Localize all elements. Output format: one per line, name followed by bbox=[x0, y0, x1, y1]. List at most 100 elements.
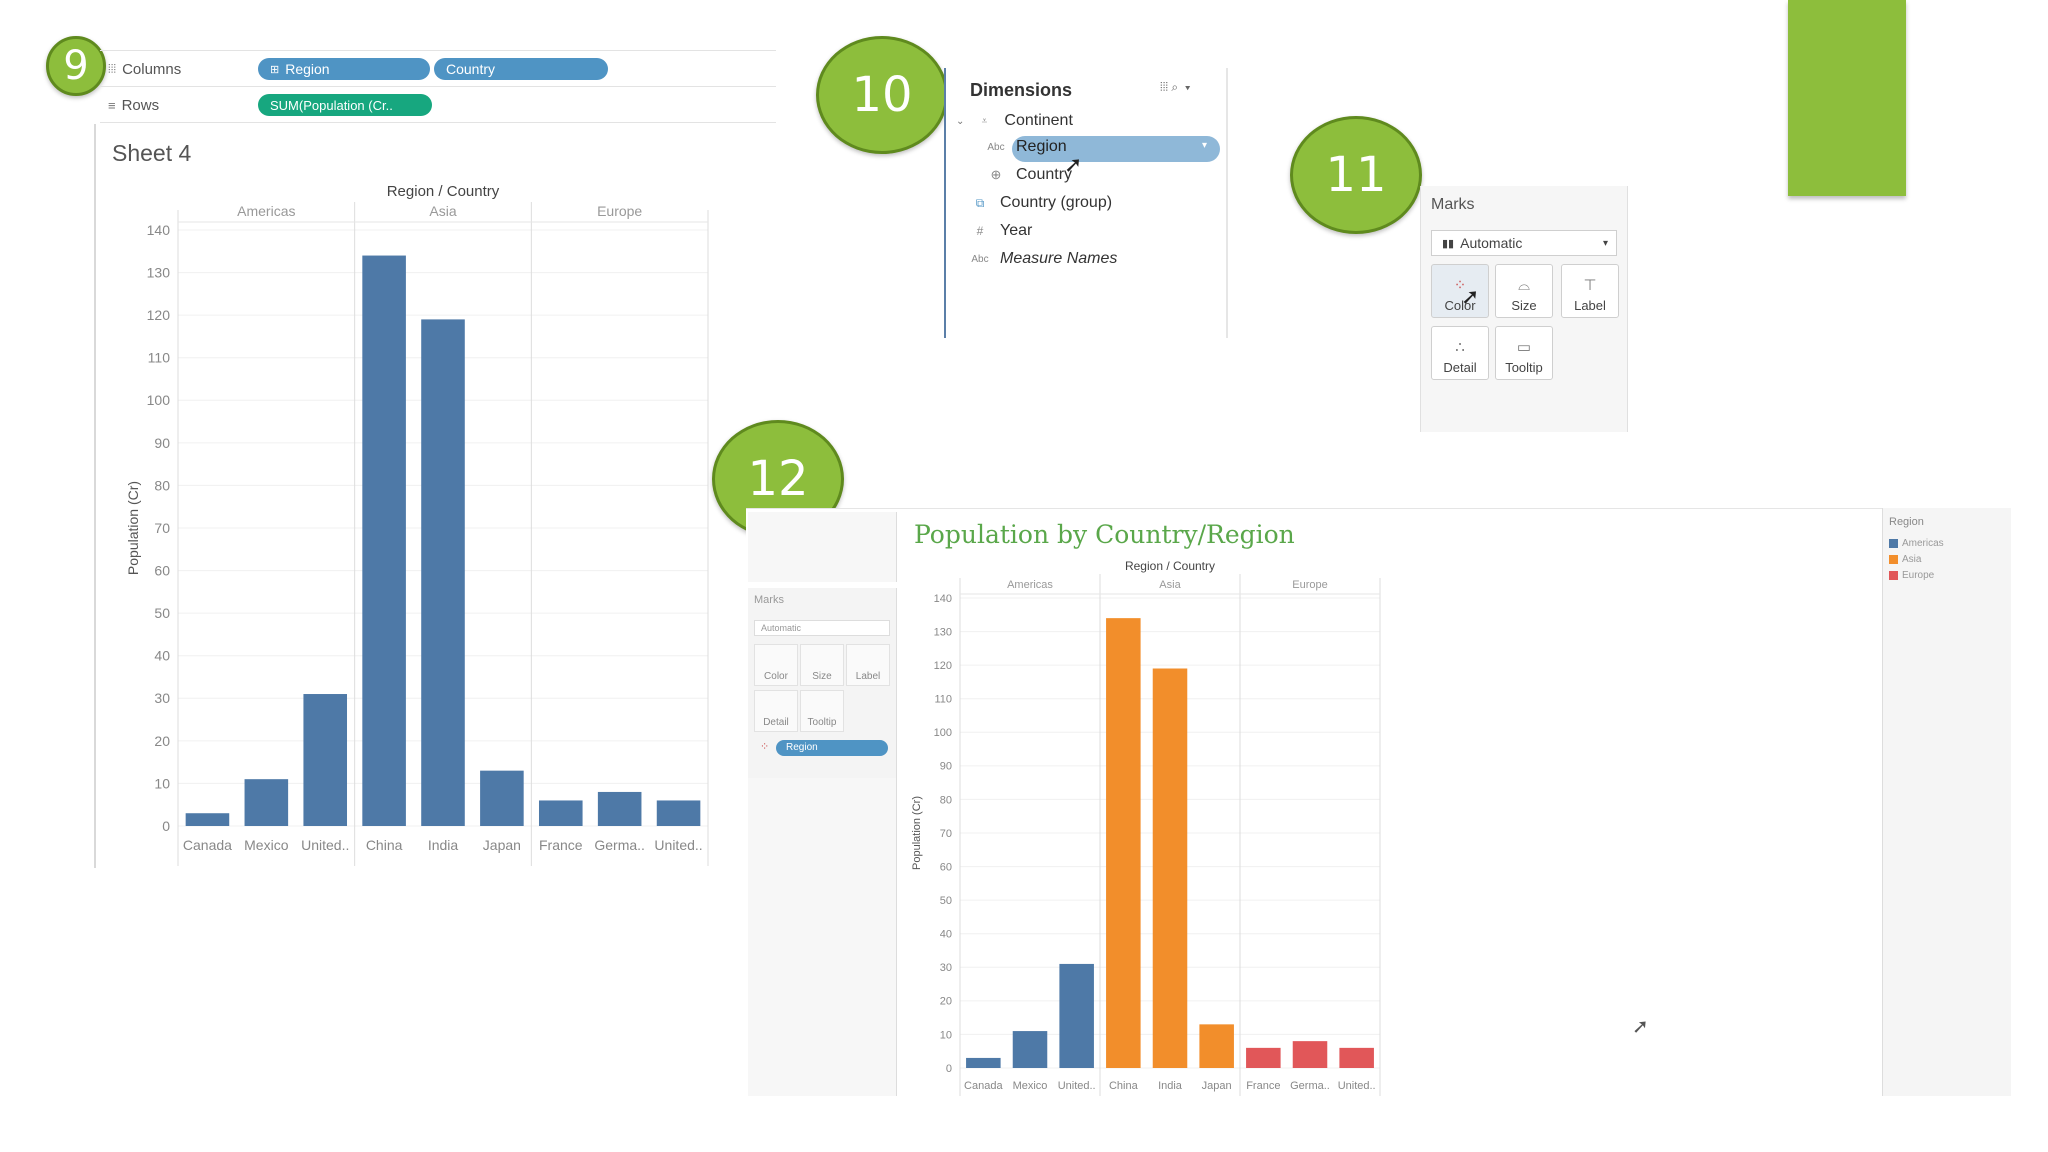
mouse-cursor-icon: ➚ bbox=[1064, 152, 1083, 177]
mouse-cursor-icon: ➚ bbox=[1632, 1016, 1649, 1038]
marks-title: Marks bbox=[1431, 196, 1475, 213]
sheet-4: Sheet 4 Region / Country 0 10 20 30 40 50 60 70 8… bbox=[94, 124, 778, 868]
dim-continent[interactable]: ⌄ ⩡ Continent bbox=[956, 112, 1073, 129]
step-badge-9: 9 bbox=[46, 36, 106, 96]
dim-country-group[interactable]: ⧉ Country (group) bbox=[970, 194, 1112, 212]
chart-header-title: Region / Country bbox=[387, 183, 500, 200]
y-tick-label: 120 bbox=[934, 660, 952, 672]
y-tick-label: 0 bbox=[946, 1063, 952, 1075]
sum-population-pill[interactable]: SUM(Population (Cr.. bbox=[258, 94, 432, 116]
x-tick-label: Japan bbox=[1202, 1080, 1232, 1092]
globe-icon: ⊕ bbox=[990, 167, 1002, 182]
bar-mexico bbox=[1012, 1031, 1048, 1068]
marks-panel: Marks ▮▮ Automatic ▾ ⁘ Color ⌓ Size ⊤ Label… bbox=[1420, 186, 1628, 432]
left-pane-top bbox=[748, 512, 897, 582]
final-tooltip-button[interactable]: Tooltip bbox=[800, 690, 844, 732]
left-pane-bottom bbox=[748, 778, 897, 1096]
final-marks-panel: Marks Automatic Color Size Label Detail … bbox=[748, 588, 897, 778]
mark-type-select[interactable]: ▮▮ Automatic ▾ bbox=[1431, 230, 1617, 256]
final-detail-button[interactable]: Detail bbox=[754, 690, 798, 732]
dim-year[interactable]: # Year bbox=[970, 222, 1033, 240]
bar-united bbox=[656, 800, 701, 826]
group-header-americas: Americas bbox=[1007, 579, 1053, 591]
bar-france bbox=[538, 800, 583, 826]
label-icon: ⊤ bbox=[1583, 277, 1597, 294]
color-button[interactable]: ⁘ Color bbox=[1431, 264, 1489, 318]
x-tick-label: United.. bbox=[301, 837, 349, 853]
dim-region[interactable]: Abc Region bbox=[987, 138, 1067, 155]
y-tick-label: 20 bbox=[154, 733, 170, 749]
step-badge-11: 11 bbox=[1290, 116, 1422, 234]
region-pill[interactable]: ⊞ Region bbox=[258, 58, 430, 80]
y-tick-label: 140 bbox=[147, 222, 171, 238]
final-size-button[interactable]: Size bbox=[800, 644, 844, 686]
x-tick-label: France bbox=[1246, 1080, 1280, 1092]
x-tick-label: Mexico bbox=[244, 837, 289, 853]
y-tick-label: 10 bbox=[940, 1029, 952, 1041]
bar-japan bbox=[480, 770, 524, 826]
y-tick-label: 50 bbox=[940, 895, 952, 907]
final-label-button[interactable]: Label bbox=[846, 644, 890, 686]
x-tick-label: Canada bbox=[964, 1080, 1003, 1092]
x-tick-label: United.. bbox=[1338, 1080, 1376, 1092]
dim-measure-names[interactable]: Abc Measure Names bbox=[971, 250, 1118, 267]
label-button[interactable]: ⊤ Label bbox=[1561, 264, 1619, 318]
population-chart-final: Region / Country 0 10 20 30 40 50 60 70 80 90 100 11… bbox=[911, 559, 1381, 1096]
x-tick-label: Germa.. bbox=[1290, 1080, 1330, 1092]
x-tick-label: India bbox=[1158, 1080, 1183, 1092]
hierarchy-icon: ⊞ bbox=[270, 63, 280, 76]
bar-germa bbox=[597, 791, 642, 826]
legend-title: Region bbox=[1889, 516, 1924, 528]
size-button[interactable]: ⌓ Size bbox=[1495, 264, 1553, 318]
chart-header-title: Region / Country bbox=[1125, 559, 1215, 573]
legend-item-americas[interactable]: Americas bbox=[1889, 538, 1944, 549]
x-tick-label: United.. bbox=[654, 837, 702, 853]
green-accent-block bbox=[1788, 0, 1906, 196]
final-color-pill[interactable]: Region bbox=[776, 740, 888, 756]
detail-button[interactable]: ∴ Detail bbox=[1431, 326, 1489, 380]
x-tick-label: France bbox=[539, 837, 583, 853]
y-axis-label: Population (Cr) bbox=[911, 796, 923, 870]
group-header-europe: Europe bbox=[1292, 579, 1327, 591]
rows-label: ≡ Rows bbox=[108, 96, 160, 114]
final-color-button[interactable]: Color bbox=[754, 644, 798, 686]
color-icon: ⁘ bbox=[760, 741, 770, 753]
final-marks-title: Marks bbox=[754, 594, 784, 606]
detail-icon: ∴ bbox=[1455, 339, 1465, 356]
y-tick-label: 10 bbox=[154, 775, 170, 791]
dim-country[interactable]: ⊕ Country bbox=[986, 166, 1072, 184]
dim-region-highlight[interactable] bbox=[1012, 136, 1220, 162]
x-tick-label: Mexico bbox=[1013, 1080, 1048, 1092]
rows-shelf: ≡ Rows SUM(Population (Cr.. bbox=[100, 88, 776, 123]
view-icons[interactable]: ⦙⦙⦙ ⌕ ▾ bbox=[1160, 80, 1191, 94]
final-mark-type[interactable]: Automatic bbox=[754, 620, 890, 636]
y-tick-label: 90 bbox=[154, 435, 170, 451]
y-tick-label: 50 bbox=[154, 605, 170, 621]
step-badge-10: 10 bbox=[816, 36, 948, 154]
columns-shelf: ⦙⦙⦙ Columns ⊞ Region Country bbox=[100, 52, 776, 87]
y-tick-label: 100 bbox=[934, 727, 952, 739]
country-pill[interactable]: Country bbox=[434, 58, 608, 80]
bar-canada bbox=[185, 813, 230, 826]
legend-item-asia[interactable]: Asia bbox=[1889, 554, 1921, 565]
y-axis-label: Population (Cr) bbox=[125, 481, 141, 575]
x-tick-label: United.. bbox=[1058, 1080, 1096, 1092]
dimensions-title: Dimensions bbox=[970, 80, 1073, 100]
y-tick-label: 40 bbox=[940, 929, 952, 941]
hierarchy-icon: ⩡ bbox=[981, 115, 988, 127]
abc-icon: Abc bbox=[987, 141, 1005, 153]
group-header-europe: Europe bbox=[597, 203, 642, 219]
bar-india bbox=[421, 319, 465, 826]
y-tick-label: 30 bbox=[154, 690, 170, 706]
x-tick-label: Japan bbox=[483, 837, 521, 853]
x-tick-label: India bbox=[428, 837, 459, 853]
bar-germa bbox=[1292, 1041, 1328, 1068]
bar-india bbox=[1152, 668, 1188, 1068]
bar-united bbox=[1059, 963, 1094, 1068]
sheet-title: Sheet 4 bbox=[112, 140, 192, 166]
legend-swatch bbox=[1889, 571, 1898, 580]
legend-item-europe[interactable]: Europe bbox=[1889, 570, 1934, 581]
region-dropdown-icon[interactable]: ▾ bbox=[1202, 140, 1208, 151]
group-header-asia: Asia bbox=[1159, 579, 1181, 591]
tooltip-button[interactable]: ▭ Tooltip bbox=[1495, 326, 1553, 380]
